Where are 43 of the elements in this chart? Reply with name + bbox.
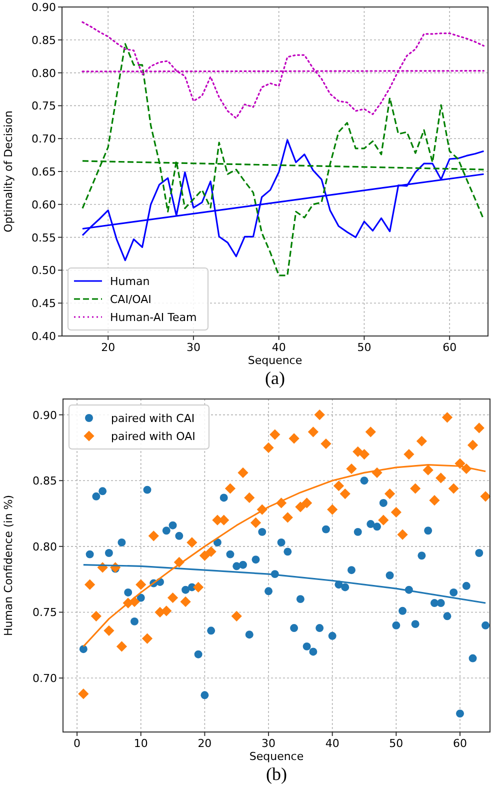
x-tick-label: 0: [74, 737, 81, 750]
y-tick-label: 0.75: [32, 606, 57, 620]
legend-label: paired with OAI: [111, 430, 196, 443]
x-tick-label: 40: [272, 341, 286, 354]
y-tick-label: 0.60: [32, 198, 56, 212]
y-tick-label: 0.65: [32, 166, 56, 178]
text: (b): [266, 764, 287, 784]
line-series: [82, 564, 486, 604]
x-axis-title: Sequence: [249, 750, 304, 763]
x-tick-label: 60: [453, 737, 467, 750]
y-tick-label: 0.70: [32, 672, 57, 686]
y-tick-label: 0.55: [32, 231, 56, 244]
y-tick-label: 0.80: [32, 66, 56, 80]
x-tick-label: 50: [389, 737, 404, 750]
x-tick-label: 20: [198, 737, 212, 750]
x-tick-label: 50: [357, 341, 372, 354]
x-axis-title: Sequence: [248, 354, 302, 367]
y-axis-title: Optimality of Decision: [2, 110, 15, 232]
x-tick-label: 20: [101, 341, 116, 354]
y-tick-label: 0.90: [32, 408, 57, 422]
legend-label: paired with CAI: [111, 412, 195, 425]
line-series: [82, 21, 485, 119]
y-tick-label: 0.85: [32, 474, 57, 488]
x-tick-label: 30: [262, 737, 276, 750]
y-tick-label: 0.40: [32, 330, 56, 343]
line-series: [82, 43, 485, 276]
x-tick-label: 30: [186, 341, 200, 354]
x-tick-label: 10: [134, 737, 148, 750]
line-series: [82, 139, 485, 262]
y-tick-label: 0.80: [32, 540, 57, 554]
y-tick-label: 0.85: [32, 34, 56, 47]
y-tick-label: 0.45: [32, 297, 56, 310]
y-tick-label: 0.75: [32, 100, 56, 113]
legend-label: Human: [110, 275, 150, 288]
y-axis-title: Human Confidence (in %): [2, 494, 15, 636]
legend-label: Human-AI Team: [110, 311, 197, 324]
y-tick-label: 0.90: [32, 1, 56, 14]
text: (a): [265, 368, 285, 388]
x-tick-label: 40: [325, 737, 340, 750]
y-tick-label: 0.70: [32, 132, 56, 146]
y-tick-label: 0.50: [32, 264, 56, 278]
legend-label: CAI/OAI: [110, 293, 152, 306]
x-tick-label: 60: [442, 341, 457, 354]
